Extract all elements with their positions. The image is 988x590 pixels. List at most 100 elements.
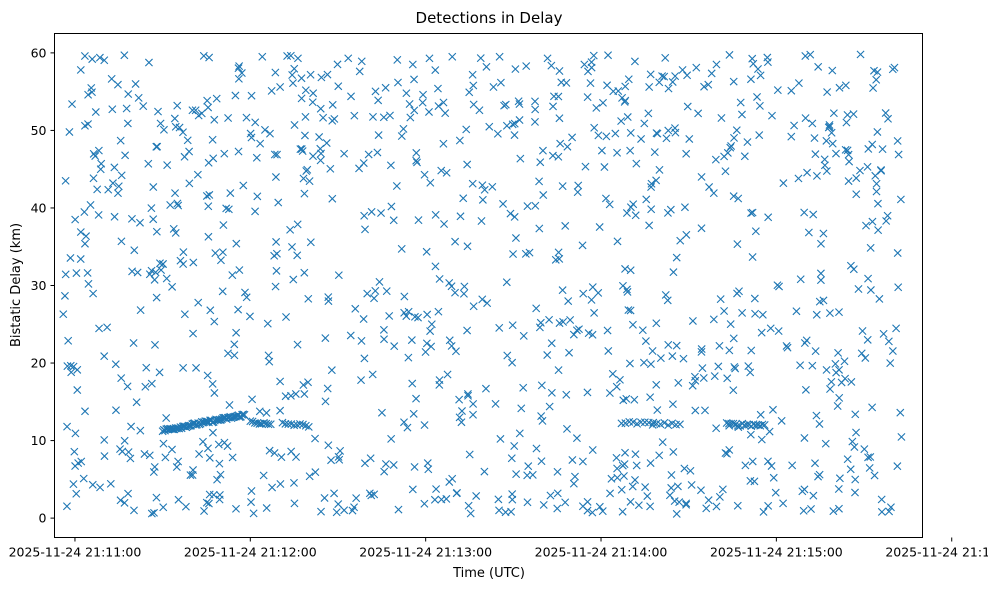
data-point <box>564 297 573 306</box>
data-point <box>466 509 475 518</box>
data-point <box>127 214 136 223</box>
data-point <box>442 168 451 177</box>
data-point <box>556 139 565 148</box>
data-point <box>843 455 852 464</box>
data-point <box>604 51 613 60</box>
data-point <box>68 100 77 109</box>
data-point <box>691 406 700 415</box>
data-point <box>127 422 136 431</box>
data-point <box>108 105 117 114</box>
data-point <box>215 459 224 468</box>
data-point <box>149 215 158 224</box>
data-point <box>787 86 796 95</box>
data-point <box>171 189 180 198</box>
data-point <box>80 239 89 248</box>
data-point <box>521 249 530 258</box>
data-point <box>822 167 831 176</box>
data-point <box>205 453 214 462</box>
data-point <box>204 103 213 112</box>
data-point <box>608 369 617 378</box>
y-axis: 0 10 20 30 40 50 60 <box>31 45 55 526</box>
data-point <box>524 462 533 471</box>
data-point <box>408 379 417 388</box>
data-point <box>84 279 93 288</box>
data-point <box>455 395 464 404</box>
data-point <box>821 439 830 448</box>
data-point <box>857 349 866 358</box>
data-point <box>400 418 408 427</box>
data-point <box>232 504 240 513</box>
data-point <box>463 242 472 251</box>
data-point <box>465 88 474 97</box>
data-point <box>70 447 79 456</box>
data-point <box>460 282 469 291</box>
data-point <box>469 410 477 419</box>
data-point <box>532 304 541 313</box>
data-point <box>545 402 554 411</box>
data-point <box>667 483 676 492</box>
data-point <box>709 189 718 198</box>
data-point <box>448 52 457 61</box>
data-point <box>834 485 843 493</box>
data-point <box>194 111 203 120</box>
data-point <box>359 315 368 324</box>
data-point <box>587 295 596 304</box>
data-point <box>862 221 870 230</box>
data-point <box>88 480 97 489</box>
data-point <box>399 124 408 133</box>
data-point <box>272 266 281 275</box>
data-point <box>523 202 532 211</box>
data-point <box>355 67 364 76</box>
data-point <box>531 105 540 114</box>
data-point <box>108 179 117 188</box>
data-point <box>613 464 622 473</box>
data-point <box>660 418 669 427</box>
data-point <box>588 445 597 454</box>
data-point <box>419 90 428 99</box>
data-point <box>509 250 518 259</box>
data-point <box>150 275 159 284</box>
data-point <box>683 71 692 80</box>
data-point <box>592 103 601 112</box>
data-point <box>704 80 713 89</box>
data-point <box>402 89 411 98</box>
data-point <box>437 166 446 175</box>
data-point <box>575 325 583 334</box>
data-point <box>403 423 412 432</box>
data-point <box>851 488 859 497</box>
data-point <box>247 91 256 100</box>
data-point <box>72 489 81 498</box>
data-point <box>414 313 423 322</box>
data-point <box>767 461 776 470</box>
data-point <box>170 114 179 123</box>
data-point <box>320 493 329 502</box>
data-point <box>319 113 328 122</box>
data-point <box>748 208 757 217</box>
data-point <box>700 82 709 91</box>
data-point <box>299 381 308 390</box>
data-point <box>340 506 349 515</box>
data-point <box>832 368 841 377</box>
data-point <box>304 378 313 387</box>
data-point <box>290 121 299 129</box>
data-point <box>777 416 786 425</box>
data-point <box>815 297 824 306</box>
data-point <box>110 212 119 221</box>
data-point <box>173 101 182 110</box>
data-point <box>697 347 706 356</box>
data-point <box>480 467 489 476</box>
data-point <box>798 487 807 496</box>
data-point <box>715 341 724 350</box>
data-point <box>393 55 402 64</box>
data-point <box>685 134 694 143</box>
data-point <box>485 122 494 131</box>
data-point <box>751 227 760 236</box>
data-point <box>288 242 296 251</box>
data-point <box>864 144 873 153</box>
data-point <box>661 53 670 62</box>
data-point <box>271 68 280 77</box>
data-point <box>73 386 82 395</box>
data-point <box>801 51 810 60</box>
data-point <box>756 410 765 419</box>
data-point <box>206 306 215 315</box>
